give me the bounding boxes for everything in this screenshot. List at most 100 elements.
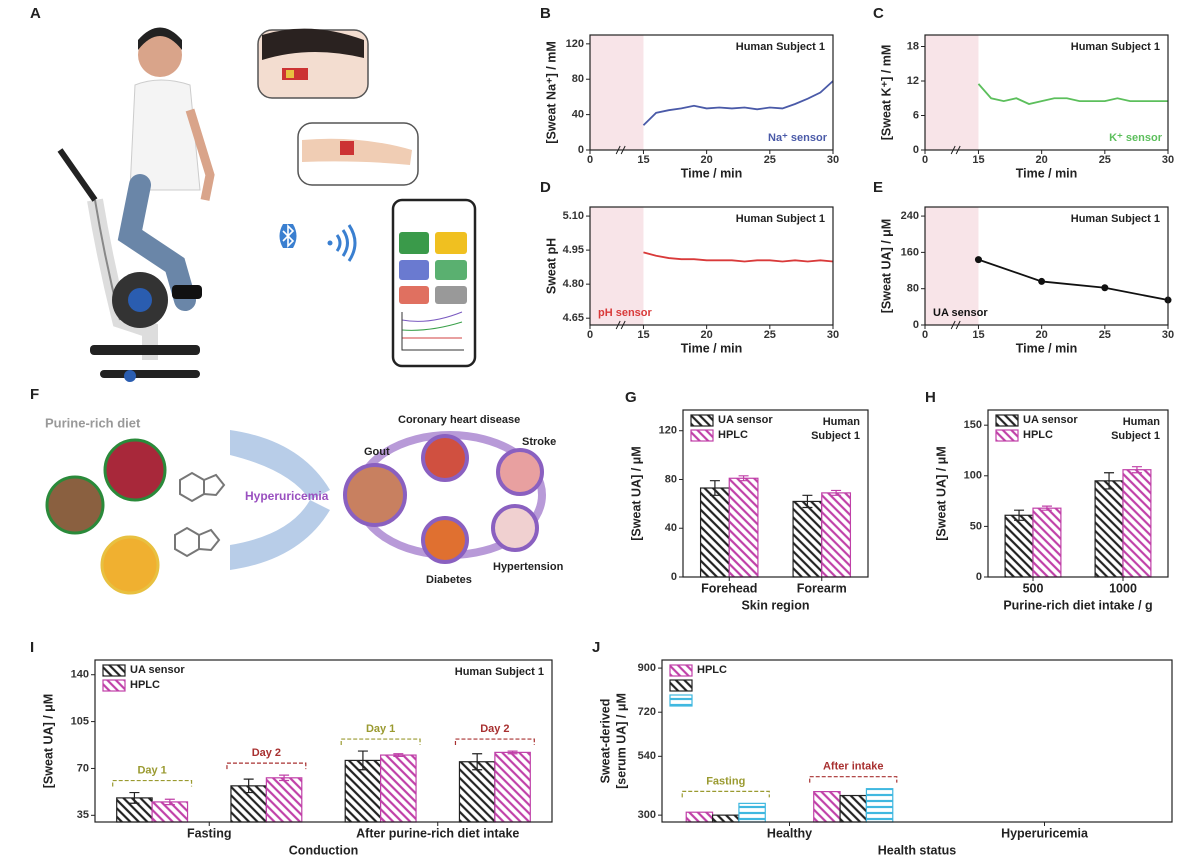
series-label: UA sensor [933, 307, 988, 319]
bar [728, 477, 759, 578]
panel-letter: E [873, 179, 883, 196]
data-line [643, 251, 834, 263]
bracket-label: Day 1 [137, 764, 166, 776]
panel-letter: G [625, 389, 637, 406]
y-tick-label: 300 [638, 809, 656, 821]
plot-frame [589, 34, 834, 151]
error-bar [1041, 505, 1052, 511]
bracket [681, 790, 770, 798]
data-line [642, 80, 834, 126]
x-axis-label: Conduction [289, 843, 358, 857]
x-tick-label: Forehead [701, 581, 757, 595]
bracket [112, 779, 193, 787]
panel-a: A [30, 5, 477, 382]
bracket-label: Day 1 [366, 723, 395, 735]
bar [494, 751, 531, 823]
disease-label: Diabetes [426, 574, 472, 586]
y-tick-label: 4.65 [563, 312, 584, 324]
bar [458, 761, 496, 823]
rider [117, 27, 215, 311]
annotation: Human Subject 1 [455, 666, 544, 678]
bar [813, 791, 841, 823]
y-axis-label: Sweat-derived [598, 699, 612, 784]
bluetooth-icon [279, 224, 297, 248]
food-meat [103, 438, 167, 502]
error-bar [1131, 466, 1142, 474]
bar [738, 802, 766, 823]
y-tick-label: 0 [671, 571, 677, 583]
x-tick-label: Healthy [767, 826, 812, 840]
bar [839, 794, 868, 823]
legend-label: HPLC [718, 429, 748, 441]
y-tick-label: 50 [970, 520, 982, 532]
pancreas-icon [421, 516, 469, 564]
x-tick-label: Forearm [797, 581, 847, 595]
arrow-label: Hyperuricemia [245, 489, 329, 503]
smartphone [391, 198, 477, 368]
error-bar [243, 778, 254, 794]
annotation: Subject 1 [811, 430, 860, 442]
legend-label: UA sensor [718, 414, 773, 426]
bar [821, 492, 852, 578]
x-tick-label: 15 [972, 329, 984, 341]
wireless-icon [327, 224, 357, 262]
x-tick-label: 15 [637, 154, 649, 166]
panel-letter: F [30, 386, 39, 403]
bar [1004, 514, 1034, 578]
error-bar [507, 750, 518, 755]
x-tick-label: 20 [1036, 154, 1048, 166]
error-bar [129, 791, 140, 804]
bar [711, 814, 740, 823]
bar [380, 754, 417, 823]
x-tick-label: 30 [1162, 329, 1174, 341]
y-tick-label: 4.95 [563, 244, 584, 256]
x-tick-label: 20 [701, 329, 713, 341]
bracket [226, 762, 307, 770]
warm-up-region [925, 207, 979, 325]
arrow [230, 430, 330, 500]
y-tick-label: 120 [566, 38, 584, 50]
panel-f: F Purine-rich diet Hyperuricemia Gout Co… [30, 386, 564, 595]
error-bar [472, 753, 483, 771]
y-tick-label: 40 [572, 109, 584, 121]
bracket [340, 738, 421, 746]
forehead-photo [257, 28, 369, 99]
bracket-label: Day 2 [480, 723, 509, 735]
data-line [978, 258, 1169, 301]
y-axis-label: [Sweat Na⁺] / mM [544, 41, 558, 143]
y-tick-label: 720 [638, 706, 656, 718]
y-tick-label: 5.10 [563, 210, 584, 222]
x-tick-label: 20 [701, 154, 713, 166]
panel-letter: C [873, 5, 884, 22]
x-axis-label: Time / min [1016, 341, 1078, 355]
x-tick-label: Fasting [187, 826, 231, 840]
legend-swatch [102, 664, 126, 677]
legend-label: UA sensor [1023, 414, 1078, 426]
error-bar [1014, 509, 1025, 521]
y-axis-label: [Sweat UA] / μM [41, 694, 55, 788]
y-axis-label: Sweat pH [544, 238, 558, 294]
bracket [454, 738, 535, 746]
annotation: Human Subject 1 [736, 41, 825, 53]
y-tick-label: 70 [77, 762, 89, 774]
panel-letter: I [30, 639, 34, 656]
x-tick-label: 500 [1023, 581, 1044, 595]
x-tick-label: Hyperuricemia [1001, 826, 1089, 840]
panel-letter: A [30, 5, 41, 22]
series-label: K⁺ sensor [1109, 132, 1163, 144]
x-axis-label: Time / min [681, 341, 743, 355]
bar [699, 487, 730, 578]
legend-swatch [669, 694, 693, 707]
bar [1032, 507, 1062, 578]
food-beer [100, 535, 160, 595]
x-tick-label: 0 [922, 329, 928, 341]
error-bar [1104, 472, 1115, 490]
y-tick-label: 120 [659, 425, 677, 437]
series-label: Na⁺ sensor [768, 132, 828, 144]
legend-label: UA sensor [130, 664, 185, 676]
bar [1094, 480, 1124, 578]
x-tick-label: 1000 [1109, 581, 1137, 595]
plot-frame [987, 409, 1169, 578]
x-tick-label: 25 [1099, 329, 1111, 341]
